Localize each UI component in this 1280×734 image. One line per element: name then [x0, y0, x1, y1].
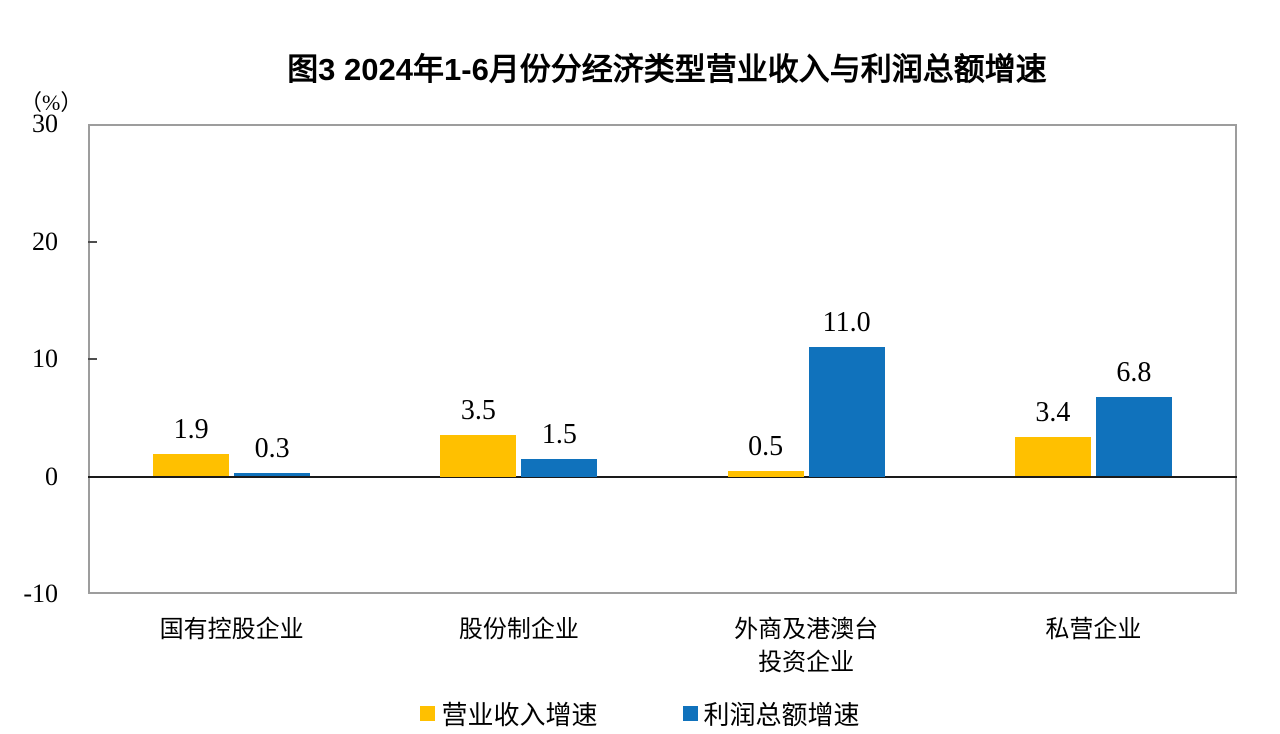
bar-series-0-group-2	[727, 470, 804, 477]
y-axis-tick-label: 10	[32, 344, 58, 373]
legend-item: 营业收入增速	[420, 695, 598, 732]
bar-series-0-group-3	[1014, 436, 1091, 477]
bar-value-label: 0.5	[748, 430, 784, 462]
y-axis-tick-mark	[88, 358, 97, 360]
y-axis-tick-label: 0	[45, 461, 58, 491]
legend-label: 营业收入增速	[441, 700, 598, 730]
legend-swatch	[682, 705, 698, 721]
chart-title: 图3 2024年1-6月份分经济类型营业收入与利润总额增速	[287, 52, 1047, 87]
bar-series-1-group-2	[808, 347, 885, 477]
y-axis-tick-mark	[88, 240, 97, 243]
y-axis-tick-label: 20	[32, 226, 58, 256]
bar-series-1-group-3	[1095, 396, 1172, 477]
plot-area	[88, 124, 1237, 594]
bar-series-1-group-1	[521, 458, 598, 477]
legend: 营业收入增速 利润总额增速	[0, 696, 1280, 730]
category-label: 股份制企业	[458, 617, 579, 643]
bar-value-label: 3.5	[460, 395, 496, 427]
y-axis-unit-label: （%）	[20, 90, 83, 115]
y-axis-tick-label: -10	[23, 579, 58, 608]
bar-value-label: 1.5	[541, 418, 577, 450]
legend-swatch	[420, 705, 436, 721]
zero-axis-line	[88, 475, 1237, 478]
bar-value-label: 11.0	[822, 307, 871, 339]
bar-series-0-group-1	[440, 435, 517, 477]
category-label: 国有控股企业	[159, 617, 304, 643]
category-label: 外商及港澳台 投资企业	[734, 617, 879, 676]
y-axis-tick-label: 30	[32, 109, 58, 138]
legend-label: 利润总额增速	[703, 700, 860, 730]
bar-series-1-group-0	[234, 472, 311, 477]
bar-value-label: 6.8	[1116, 356, 1152, 388]
bar-series-0-group-0	[153, 454, 230, 477]
bar-value-label: 3.4	[1035, 396, 1071, 428]
bar-value-label: 1.9	[173, 414, 209, 446]
bar-value-label: 0.3	[254, 432, 290, 464]
category-label: 私营企业	[1045, 617, 1142, 643]
legend-item: 利润总额增速	[682, 695, 860, 732]
